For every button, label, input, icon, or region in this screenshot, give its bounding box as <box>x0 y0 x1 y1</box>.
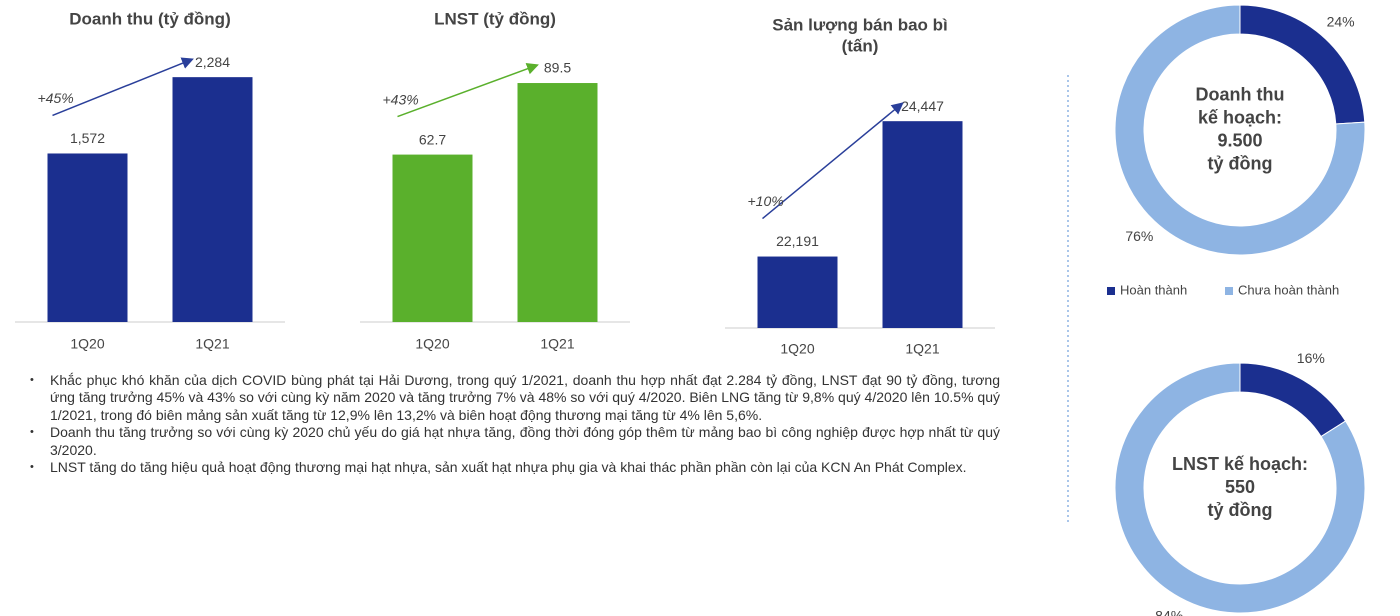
x-tick-label: 1Q21 <box>540 336 574 352</box>
slice-label: 84% <box>1155 608 1183 616</box>
legend-swatch <box>1225 287 1233 295</box>
value-label: 89.5 <box>544 60 571 76</box>
value-label: 1,572 <box>70 130 105 146</box>
bar <box>882 121 963 329</box>
annotation: +45% <box>38 90 74 106</box>
x-tick-label: 1Q20 <box>415 336 449 352</box>
legend-swatch <box>1107 287 1115 295</box>
center-label: 550 <box>1225 477 1255 497</box>
value-label: 24,447 <box>901 98 944 114</box>
bullet: LNST tăng do tăng hiệu quả hoạt động thư… <box>30 459 1000 477</box>
center-label: LNST kế hoạch: <box>1172 454 1308 474</box>
growth-arrow <box>397 63 539 118</box>
x-tick-label: 1Q20 <box>70 336 104 352</box>
value-label: 22,191 <box>776 233 819 249</box>
legend-label: Hoàn thành <box>1120 282 1187 297</box>
donut-slice <box>1114 4 1366 256</box>
legend-label: Chưa hoàn thành <box>1238 282 1339 297</box>
bar <box>172 77 253 322</box>
bullet-list: Khắc phục khó khăn của dịch COVID bùng p… <box>30 372 1000 477</box>
center-label: kế hoạch: <box>1198 107 1282 127</box>
center-label: Doanh thu <box>1196 84 1285 104</box>
growth-arrow <box>52 57 194 117</box>
bar <box>392 154 473 322</box>
x-tick-label: 1Q21 <box>905 341 939 357</box>
bar <box>517 83 598 322</box>
center-label: 9.500 <box>1217 130 1262 150</box>
center-label: tỷ đồng <box>1208 500 1273 520</box>
chart-title: LNST (tỷ đồng) <box>434 9 556 28</box>
growth-arrow <box>762 102 904 220</box>
slice-label: 24% <box>1327 14 1355 30</box>
value-label: 2,284 <box>195 54 230 70</box>
annotation: +10% <box>748 193 784 209</box>
slice-label: 16% <box>1297 350 1325 366</box>
bar <box>757 256 838 328</box>
donut-slice <box>1239 362 1347 438</box>
x-tick-label: 1Q20 <box>780 341 814 357</box>
chart-title: (tấn) <box>842 36 879 55</box>
bullet: Khắc phục khó khăn của dịch COVID bùng p… <box>30 372 1000 424</box>
chart-title: Sản lượng bán bao bì <box>772 15 948 34</box>
donut-slice <box>1114 362 1366 614</box>
x-tick-label: 1Q21 <box>195 336 229 352</box>
annotation: +43% <box>383 91 419 107</box>
chart-title: Doanh thu (tỷ đồng) <box>69 9 230 28</box>
slice-label: 76% <box>1125 228 1153 244</box>
value-label: 62.7 <box>419 131 446 147</box>
center-label: tỷ đồng <box>1208 153 1273 173</box>
bullet: Doanh thu tăng trưởng so với cùng kỳ 202… <box>30 424 1000 459</box>
bar <box>47 153 128 322</box>
